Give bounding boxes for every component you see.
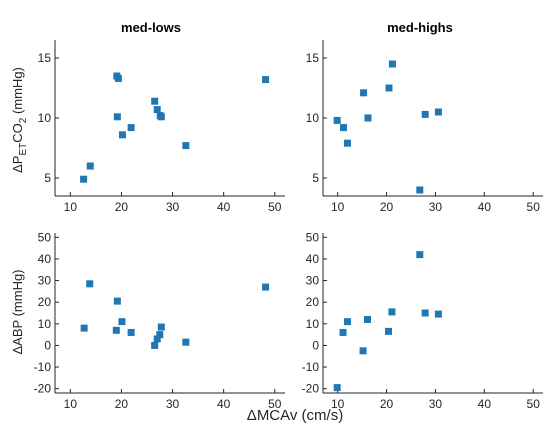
- data-point: [343, 139, 351, 147]
- data-point: [421, 110, 429, 118]
- x-tick-label: 20: [380, 200, 394, 214]
- y-tick-label: -10: [302, 360, 320, 374]
- data-point: [388, 308, 396, 316]
- data-point: [364, 114, 372, 122]
- x-tick-label: 50: [268, 200, 282, 214]
- data-point: [340, 124, 348, 132]
- data-point: [333, 116, 341, 124]
- x-tick-label: 50: [268, 397, 282, 411]
- data-point: [86, 162, 94, 170]
- data-point: [339, 328, 347, 336]
- data-point: [388, 60, 396, 68]
- data-point: [343, 318, 351, 326]
- y-tick-label: 10: [306, 317, 320, 331]
- x-tick-label: 50: [527, 397, 541, 411]
- panel-abp-med-lows: 10 20 30 40 50 -20 -10 0 10 20 30 40 50 ΔABP (mmHg): [10, 230, 285, 411]
- axes-4: 10 20 30 40 50 -20 -10 0 10 20 30 40 50: [302, 230, 543, 411]
- x-tick-label: 40: [478, 200, 492, 214]
- data-point: [434, 108, 442, 116]
- panel-title-med-lows: med-lows: [121, 20, 181, 35]
- x-tick-label: 10: [64, 200, 78, 214]
- y-tick-label: 15: [306, 51, 320, 65]
- data-point: [127, 124, 135, 132]
- data-point: [118, 318, 126, 326]
- x-tick-label: 10: [331, 200, 345, 214]
- y-tick-label: 20: [306, 295, 320, 309]
- x-axis-label: ΔMCAv (cm/s): [247, 407, 343, 424]
- data-point: [114, 74, 122, 82]
- y-tick-label: 30: [38, 274, 52, 288]
- x-tick-label: 20: [115, 397, 129, 411]
- data-point: [112, 326, 120, 334]
- data-point: [385, 84, 393, 92]
- data-point: [80, 175, 88, 183]
- y-tick-label: 40: [38, 252, 52, 266]
- data-point: [113, 113, 121, 121]
- data-point: [262, 283, 270, 291]
- y-tick-label: 50: [38, 230, 52, 244]
- data-point: [359, 347, 367, 355]
- x-tick-label: 30: [166, 200, 180, 214]
- data-point: [434, 310, 442, 318]
- x-tick-label: 20: [380, 397, 394, 411]
- x-tick-label: 10: [331, 397, 345, 411]
- panel-med-lows: med-lows 10 20 30 40 50 5 10 15 ΔPETCO2 (mmHg): [10, 20, 285, 214]
- data-point: [421, 309, 429, 317]
- axes-3: 10 20 30 40 50 -20 -10 0 10 20 30 40 50: [34, 230, 285, 411]
- x-tick-label: 30: [429, 200, 443, 214]
- x-tick-label: 40: [217, 200, 231, 214]
- y-axis-label-pco2: ΔPETCO2 (mmHg): [10, 67, 29, 173]
- data-point: [156, 331, 164, 339]
- x-tick-label: 40: [478, 397, 492, 411]
- y-tick-label: -20: [34, 382, 52, 396]
- data-point: [113, 297, 121, 305]
- axes-1: 10 20 30 40 50 5 10 15: [38, 40, 285, 214]
- x-tick-label: 30: [166, 397, 180, 411]
- y-tick-label: 30: [306, 274, 320, 288]
- x-tick-label: 50: [527, 200, 541, 214]
- panel-med-highs: med-highs 10 20 30 40 50 5 10 15: [306, 20, 543, 214]
- data-point: [86, 280, 94, 288]
- data-point: [333, 384, 341, 392]
- axes-2: 10 20 30 40 50 5 10 15: [306, 40, 543, 214]
- panel-abp-med-highs: 10 20 30 40 50 -20 -10 0 10 20 30 40 50: [302, 230, 543, 411]
- x-tick-label: 40: [217, 397, 231, 411]
- data-point: [127, 328, 135, 336]
- y-tick-label: 10: [38, 111, 52, 125]
- data-point: [363, 315, 371, 323]
- y-tick-label: 10: [306, 111, 320, 125]
- data-point: [153, 335, 161, 343]
- y-tick-label: 15: [38, 51, 52, 65]
- data-point: [80, 324, 88, 332]
- data-point: [153, 106, 161, 114]
- y-tick-label: 5: [44, 171, 51, 185]
- x-tick-label: 20: [115, 200, 129, 214]
- y-tick-label: 0: [312, 338, 319, 352]
- data-point: [416, 186, 424, 194]
- data-point: [182, 142, 190, 150]
- y-axis-label-abp: ΔABP (mmHg): [10, 269, 25, 354]
- y-tick-label: 40: [306, 252, 320, 266]
- data-point: [151, 97, 159, 105]
- data-point: [360, 89, 368, 97]
- data-point: [118, 131, 126, 139]
- data-point: [182, 338, 190, 346]
- x-tick-label: 30: [429, 397, 443, 411]
- data-point: [416, 251, 424, 259]
- data-point: [157, 323, 165, 331]
- y-tick-label: -10: [34, 360, 52, 374]
- data-point: [262, 76, 270, 84]
- data-point: [385, 327, 393, 335]
- panel-title-med-highs: med-highs: [387, 20, 453, 35]
- data-point: [157, 113, 165, 121]
- y-tick-label: 10: [38, 317, 52, 331]
- y-tick-label: 50: [306, 230, 320, 244]
- y-tick-label: 5: [312, 171, 319, 185]
- x-tick-label: 10: [64, 397, 78, 411]
- y-tick-label: 20: [38, 295, 52, 309]
- data-point: [151, 341, 159, 349]
- y-tick-label: 0: [44, 338, 51, 352]
- y-tick-label: -20: [302, 382, 320, 396]
